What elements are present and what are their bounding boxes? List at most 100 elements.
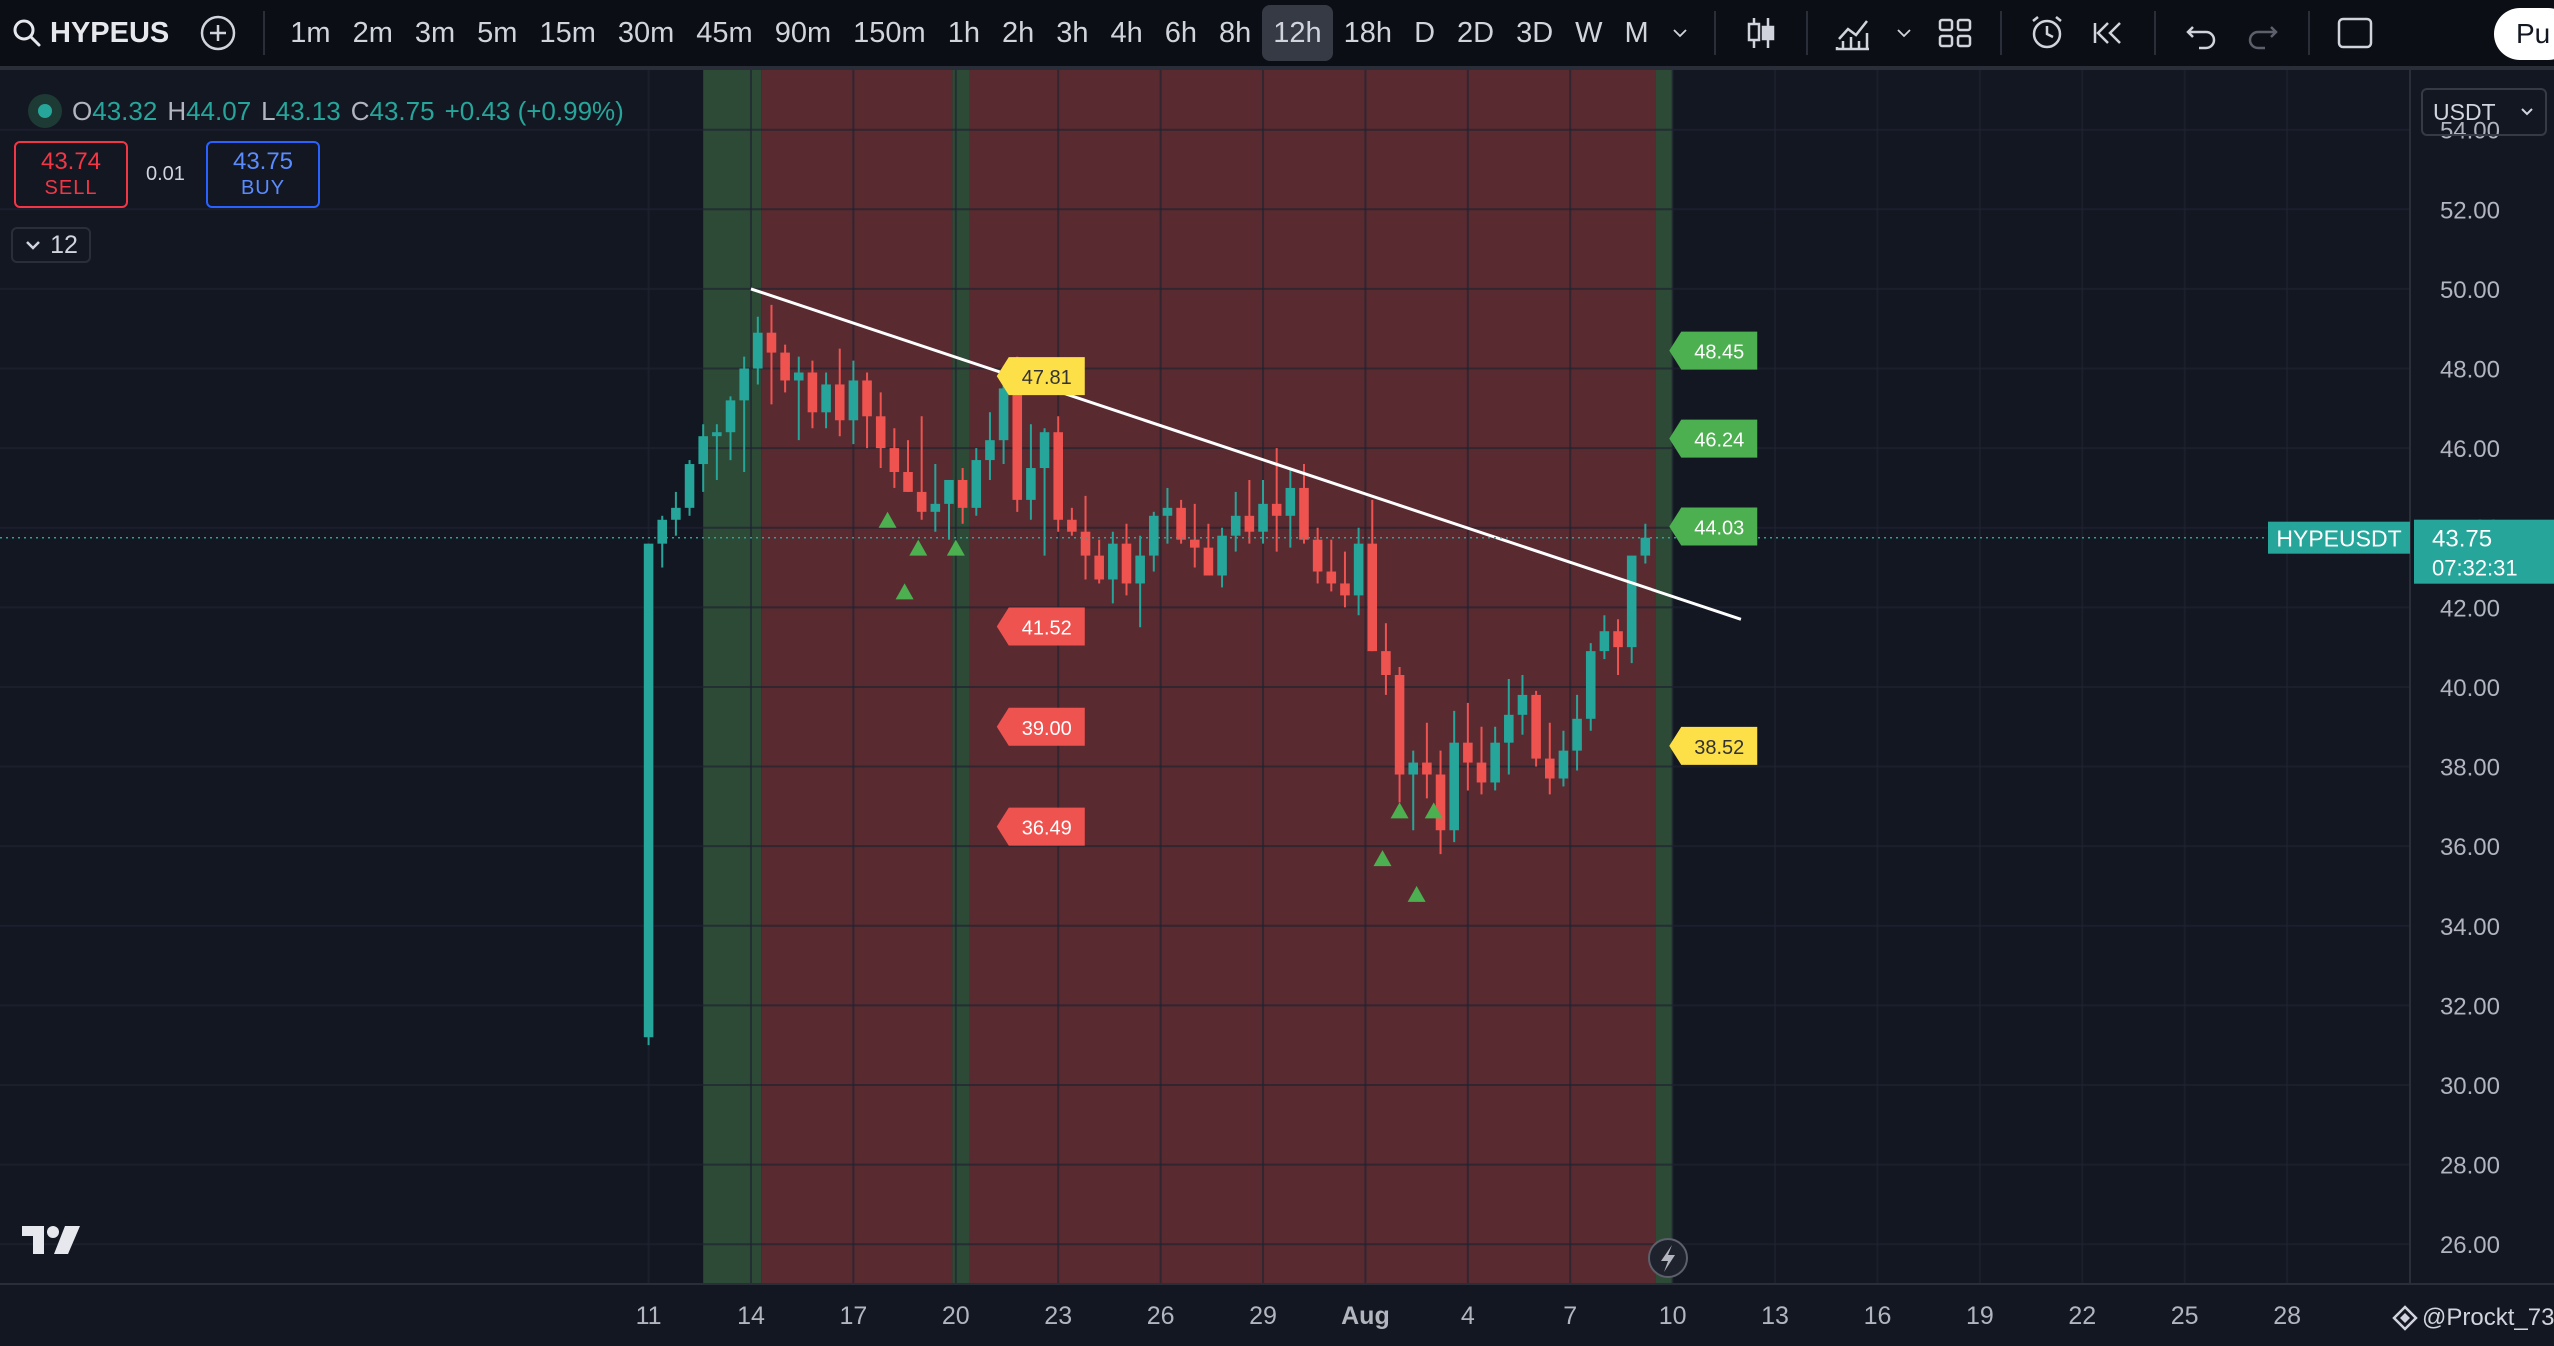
undo-button[interactable] [2170,5,2232,61]
interval-30m[interactable]: 30m [617,16,675,49]
candle-body [889,448,900,473]
interval-150m[interactable]: 150m [853,16,926,49]
indicators-button[interactable] [1822,5,1884,61]
indicators-collapse-button[interactable]: 12 [11,227,91,263]
signal-marker [946,539,965,556]
replay-button[interactable] [2078,5,2140,61]
buy-price: 43.75 [232,147,294,175]
candle-body [1012,388,1023,500]
interval-1m[interactable]: 1m [290,16,331,49]
candle-body [1626,555,1637,648]
compare-button[interactable] [187,5,249,61]
layouts-button[interactable] [1924,5,1986,61]
redo-button[interactable] [2232,5,2294,61]
symbol-tag-text: HYPEUSDT [2276,526,2401,552]
indicators-icon [1835,20,1869,51]
sell-label: SELL [44,176,98,199]
interval-d[interactable]: D [1414,16,1436,49]
toolbar-separator [1999,11,2002,55]
level-label-shape [996,357,1085,396]
candle-body [1340,583,1350,596]
interval-m[interactable]: M [1624,16,1649,49]
buy-label: BUY [240,176,286,199]
interval-2h[interactable]: 2h [1001,16,1035,49]
interval-15m[interactable]: 15m [539,16,596,49]
symbol-price-tag: HYPEUSDT 43.75 07:32:31 [2268,519,2554,584]
level-label-shape [1669,331,1758,370]
candle-body [1558,750,1569,779]
tradingview-logo-icon[interactable] [20,1222,84,1258]
chevron-down-icon [1673,29,1687,38]
indicators-dropdown[interactable] [1884,5,1924,61]
fullscreen-button[interactable] [2324,5,2386,61]
interval-list: 1m 2m 3m 5m 15m 30m 45m 90m 150m 1h 2h 3h 4h 6h 8h 12h 1… [279,5,1659,61]
time-tick-label: 11 [636,1302,662,1330]
candle-body [848,380,859,421]
candle-body [794,372,804,381]
countdown-text: 07:32:31 [2432,556,2518,581]
level-label-text: 39.00 [1022,718,1072,740]
level-label-text: 44.03 [1694,518,1744,540]
interval-3m[interactable]: 3m [414,16,456,49]
candle-body [1381,651,1391,676]
candle-body [1230,515,1241,536]
chart-type-button[interactable] [1730,5,1792,61]
level-label-shape [996,807,1085,846]
candle-body [1108,543,1118,580]
undo-icon [2185,26,2215,50]
interval-2m[interactable]: 2m [352,16,393,49]
visibility-toggle[interactable] [28,94,62,128]
candle-body [1080,531,1091,556]
candle-body [1162,507,1173,516]
level-label: 46.24 [1669,419,1758,458]
candle-body [1217,535,1227,576]
interval-3d[interactable]: 3D [1516,16,1554,49]
candle-body [1094,555,1104,580]
interval-8h[interactable]: 8h [1219,16,1252,49]
price-tick-label: 34.00 [2440,914,2500,941]
time-tick-label: 19 [1966,1302,1994,1330]
toolbar-separator [1713,11,1716,55]
candle-body [766,332,777,353]
buy-button[interactable]: 43.75 BUY [206,141,320,208]
signal-marker [878,511,897,528]
signal-marker [909,539,928,556]
level-label-text: 47.81 [1022,367,1072,389]
last-price-text: 43.75 [2432,526,2492,553]
interval-4h[interactable]: 4h [1110,16,1143,49]
interval-18h[interactable]: 18h [1343,16,1393,49]
interval-dropdown[interactable] [1660,5,1700,61]
candle-body [1326,571,1337,584]
square-icon [2337,17,2372,49]
candle-body [725,400,736,433]
time-tick-label: 29 [1249,1302,1277,1330]
interval-3h[interactable]: 3h [1056,16,1089,49]
price-chart[interactable]: 47.81 41.52 39.00 36.49 48.45 46.24 44.03 38.52… [0,70,2554,1346]
interval-6h[interactable]: 6h [1164,16,1198,49]
interval-1h[interactable]: 1h [947,16,980,49]
interval-w[interactable]: W [1575,16,1603,49]
open-value: 43.32 [92,95,158,126]
candle-body [657,519,668,544]
sell-button[interactable]: 43.74 SELL [14,141,128,208]
interval-45m[interactable]: 45m [696,16,753,49]
alert-button[interactable] [2016,5,2078,61]
level-label-shape [996,607,1085,646]
time-tick-label: 7 [1563,1302,1577,1330]
interval-90m[interactable]: 90m [774,16,832,49]
high-value: 44.07 [186,95,252,126]
lightning-icon [1648,1238,1688,1278]
interval-12h[interactable]: 12h [1262,5,1333,61]
currency-select[interactable]: USDT [2421,88,2547,136]
candle-body [1504,714,1514,743]
indicator-count: 12 [50,230,78,259]
publish-button[interactable]: Pu [2494,8,2554,60]
interval-5m[interactable]: 5m [477,16,518,49]
candle-body [1149,515,1159,556]
interval-2d[interactable]: 2D [1457,16,1495,49]
price-tick-label: 28.00 [2440,1153,2500,1180]
symbol-search[interactable]: HYPEUS [0,0,187,68]
candle-body [1189,539,1200,548]
last-price-badge [2414,519,2554,584]
time-tick-label: 10 [1659,1302,1687,1330]
